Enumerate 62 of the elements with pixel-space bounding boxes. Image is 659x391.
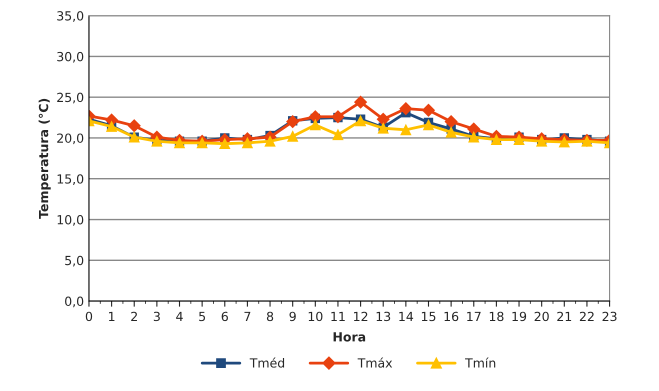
point [264, 136, 276, 147]
point [423, 120, 434, 130]
point [332, 110, 344, 124]
y-tick-label: 35,0 [57, 11, 84, 22]
x-tick-label: 1 [108, 312, 114, 321]
y-axis-title: Temperatura (°C) [38, 98, 51, 219]
y-tick-label: 30,0 [57, 52, 84, 63]
point [376, 112, 390, 126]
x-axis-title: Hora [334, 332, 366, 342]
point [399, 102, 412, 116]
point [287, 130, 298, 142]
point [310, 120, 321, 130]
y-tick-label: 20,0 [57, 133, 84, 144]
x-tick-label: 0 [86, 312, 92, 322]
x-tick-label: 9 [289, 312, 296, 322]
legend-label: Tmáx [358, 357, 392, 368]
x-tick-label: 13 [376, 312, 390, 322]
x-tick-label: 6 [222, 312, 228, 322]
x-tick-label: 14 [399, 312, 414, 321]
point [355, 115, 366, 126]
x-tick-label: 12 [354, 312, 368, 321]
x-tick-label: 19 [512, 312, 526, 322]
x-tick-label: 23 [602, 312, 617, 322]
point [400, 124, 412, 136]
point [308, 110, 322, 124]
y-tick-label: 5,0 [65, 256, 84, 266]
x-tick-label: 10 [308, 312, 322, 322]
point [467, 122, 480, 136]
point [286, 115, 300, 128]
x-tick-label: 2 [131, 312, 137, 321]
legend-label: Tmín [465, 357, 496, 368]
x-tick-label: 4 [176, 312, 183, 321]
point [422, 104, 435, 117]
point [174, 137, 185, 148]
x-tick-label: 3 [154, 312, 160, 322]
point [354, 96, 367, 108]
x-tick-label: 20 [534, 312, 549, 322]
point [128, 119, 141, 132]
x-tick-label: 15 [422, 312, 436, 322]
y-tick-label: 25,0 [57, 92, 84, 104]
x-tick-label: 5 [199, 312, 206, 322]
x-tick-label: 16 [444, 312, 458, 322]
point [558, 136, 570, 148]
x-tick-label: 7 [244, 312, 250, 321]
legend-label: Tméd [250, 357, 284, 368]
point [242, 137, 253, 148]
x-tick-label: 8 [266, 312, 274, 322]
x-tick-label: 22 [580, 312, 594, 321]
point [219, 138, 230, 150]
point [332, 129, 344, 140]
x-tick-label: 11 [331, 312, 345, 321]
x-tick-label: 17 [467, 312, 481, 321]
x-tick-label: 21 [557, 312, 572, 321]
x-tick-label: 18 [490, 312, 504, 322]
point [446, 126, 457, 138]
point [536, 136, 548, 147]
y-tick-label: 0,0 [65, 296, 84, 308]
point [514, 134, 524, 145]
y-tick-label: 10,0 [58, 214, 84, 226]
y-tick-label: 15,0 [58, 174, 84, 185]
point [196, 137, 208, 148]
point [444, 115, 458, 128]
